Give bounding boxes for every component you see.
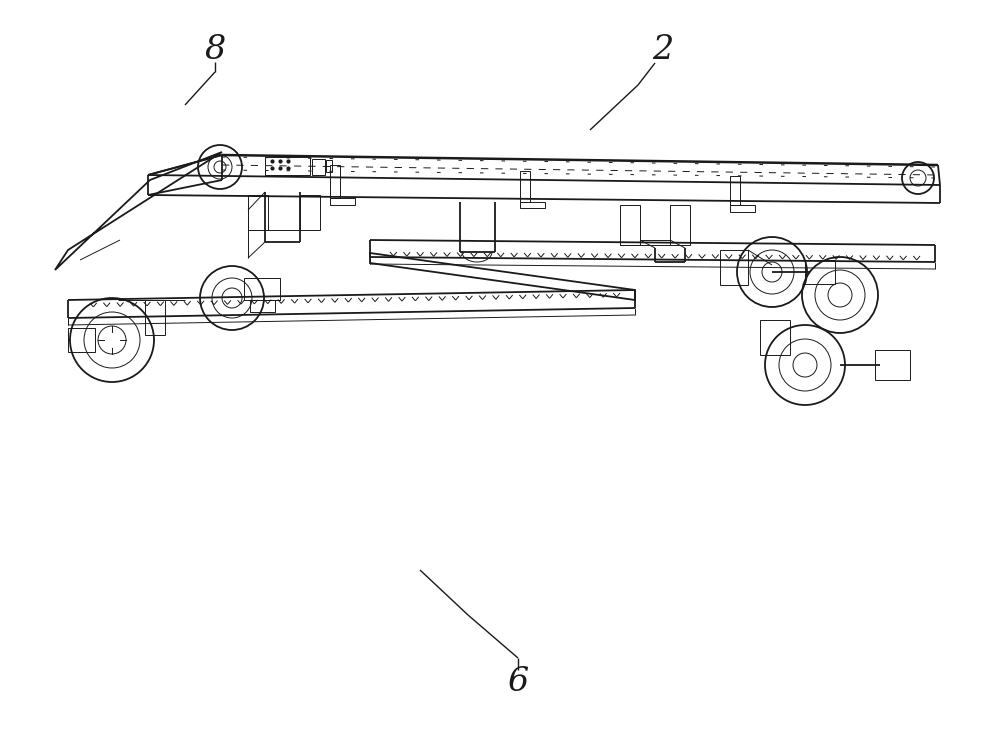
Text: 8: 8 xyxy=(204,34,226,66)
Text: 2: 2 xyxy=(652,34,674,66)
Text: 6: 6 xyxy=(507,666,529,698)
